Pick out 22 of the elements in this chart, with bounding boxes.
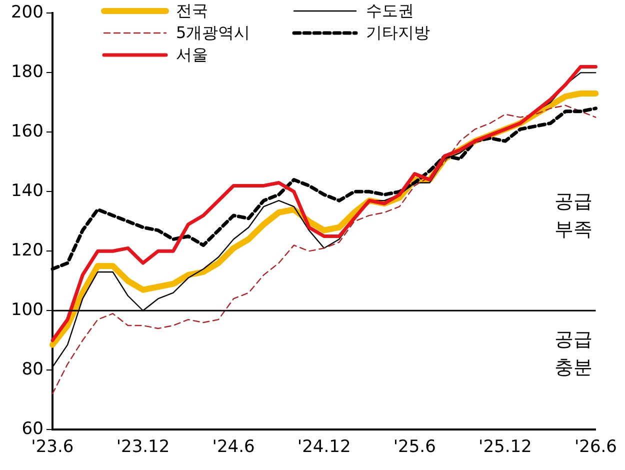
- x-tick-label: '24.12: [297, 437, 351, 458]
- legend-label: 전국: [176, 0, 208, 22]
- y-tick-label: 200: [10, 2, 44, 23]
- legend-label: 수도권: [366, 0, 414, 22]
- x-tick-label: '26.6: [574, 437, 618, 458]
- annotation: 공급 충분: [554, 328, 593, 379]
- annotation: 공급 부족: [554, 190, 593, 241]
- legend-label: 서울: [176, 44, 208, 66]
- x-tick-label: '23.12: [116, 437, 170, 458]
- x-tick-label: '25.12: [478, 437, 532, 458]
- x-tick-label: '24.6: [212, 437, 255, 458]
- y-tick-label: 140: [10, 181, 44, 202]
- y-tick-label: 100: [10, 300, 44, 320]
- x-tick-label: '23.6: [31, 437, 74, 458]
- y-tick-label: 120: [10, 240, 44, 261]
- y-tick-label: 160: [10, 122, 44, 142]
- x-tick-label: '25.6: [393, 437, 436, 458]
- y-tick-label: 180: [10, 62, 44, 82]
- y-tick-label: 80: [22, 360, 44, 380]
- legend-label: 기타지방: [366, 22, 430, 44]
- y-tick-label: 60: [22, 419, 44, 440]
- legend-label: 5개광역시: [176, 22, 250, 44]
